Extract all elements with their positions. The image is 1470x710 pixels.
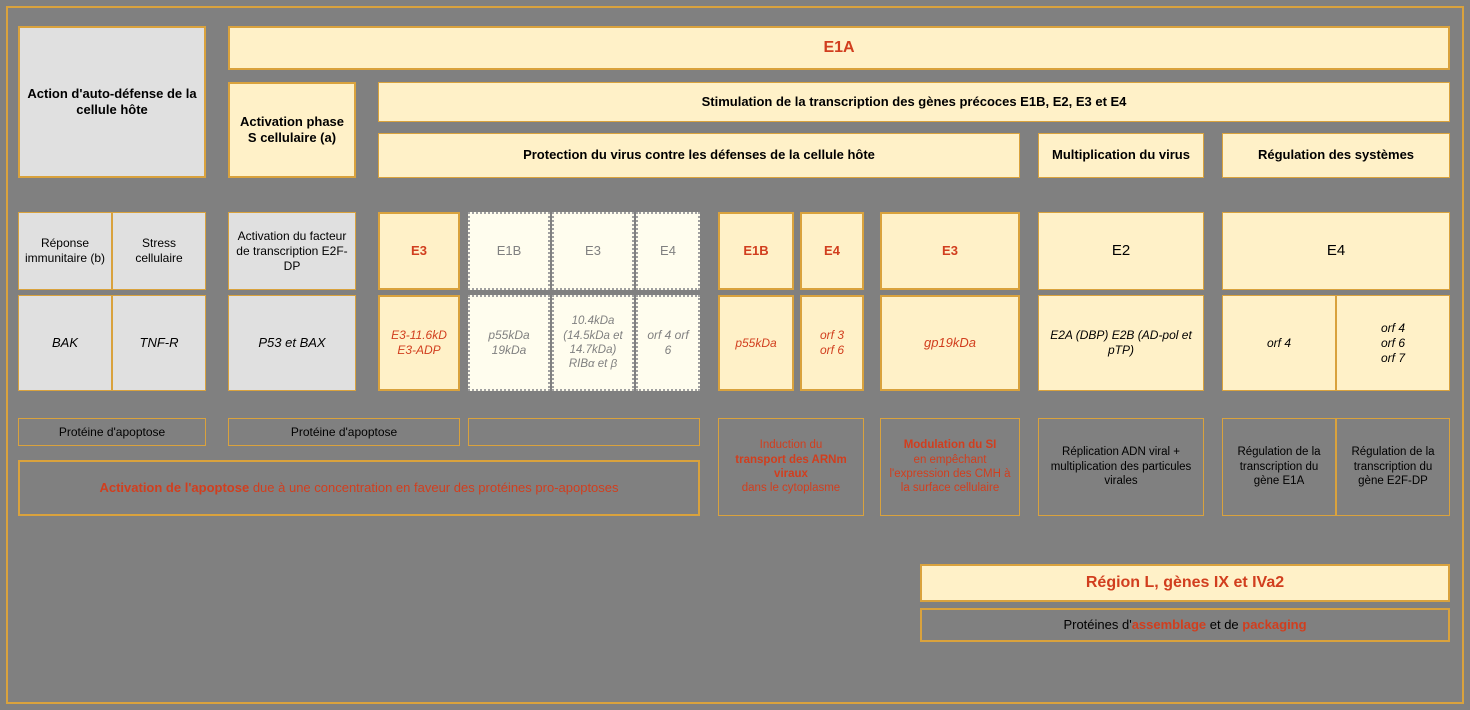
empty-grey-box: [468, 418, 700, 446]
gene-e4-text: E4: [1327, 242, 1345, 261]
e4-prod-b-text: orf 4 orf 6 orf 7: [1381, 321, 1405, 366]
regulation-text: Régulation des systèmes: [1258, 147, 1414, 163]
e4-prod-a-text: orf 4: [1267, 336, 1291, 351]
apoptosis-rest: due à une concentration en faveur des pr…: [249, 480, 618, 495]
e1a-header: E1A: [228, 26, 1450, 70]
regulation-e1a: Régulation de la transcription du gène E…: [1222, 418, 1336, 516]
assemblage-pre: Protéines d': [1063, 617, 1131, 632]
e1b-products-red: p55kDa: [718, 295, 794, 391]
viral-replication: Réplication ADN viral + multiplication d…: [1038, 418, 1204, 516]
e3-products-red: E3-11.6kD E3-ADP: [378, 295, 460, 391]
e2-products: E2A (DBP) E2B (AD-pol et pTP): [1038, 295, 1204, 391]
e4-products-grey: orf 4 orf 6: [636, 295, 700, 391]
assembly-packaging: Protéines d'assemblage et de packaging: [920, 608, 1450, 642]
immune-response: Réponse immunitaire (b): [18, 212, 112, 290]
e2f-dp-activation: Activation du facteur de transcription E…: [228, 212, 356, 290]
gene-e1b-grey: E1B: [468, 212, 550, 290]
tnfr: TNF-R: [112, 295, 206, 391]
gene-e4-red: E4: [800, 212, 864, 290]
si-l2: en empêchant l'expression des CMH à la s…: [887, 453, 1013, 496]
e4-g-prod-text: orf 4 orf 6: [644, 328, 692, 358]
e1b-products-grey: p55kDa 19kDa: [468, 295, 550, 391]
p53-bax: P53 et BAX: [228, 295, 356, 391]
region-l-title: Région L, gènes IX et IVa2: [1086, 573, 1284, 593]
multiplication-text: Multiplication du virus: [1052, 147, 1190, 163]
host-defense: Action d'auto-défense de la cellule hôte: [18, 26, 206, 178]
immune-text: Réponse immunitaire (b): [25, 236, 105, 266]
apopt1-text: Protéine d'apoptose: [59, 425, 165, 440]
e4-products-red: orf 3 orf 6: [800, 295, 864, 391]
e4-products-a: orf 4: [1222, 295, 1336, 391]
bak: BAK: [18, 295, 112, 391]
gene-e3-red: E3: [378, 212, 460, 290]
gene-e3-grey-text: E3: [585, 243, 601, 259]
host-defense-text: Action d'auto-défense de la cellule hôte: [26, 86, 198, 119]
gene-e3-grey: E3: [552, 212, 634, 290]
reg-e1a-text: Régulation de la transcription du gène E…: [1229, 445, 1329, 488]
gene-e1b-red-text: E1B: [743, 243, 768, 259]
e3-products-red2: gp19kDa: [880, 295, 1020, 391]
gene-e4-red-text: E4: [824, 243, 840, 259]
regulation-e2fdp: Régulation de la transcription du gène E…: [1336, 418, 1450, 516]
apoptosis-activation: Activation de l'apoptose due à une conce…: [18, 460, 700, 516]
si-modulation: Modulation du SI en empêchant l'expressi…: [880, 418, 1020, 516]
gene-e4: E4: [1222, 212, 1450, 290]
activation-phase-s-text: Activation phase S cellulaire (a): [236, 114, 348, 147]
e3-r2-prod-text: gp19kDa: [924, 335, 976, 351]
arnm-l1: Induction du: [760, 438, 823, 452]
gene-e3-red2: E3: [880, 212, 1020, 290]
tnfr-text: TNF-R: [140, 335, 179, 351]
gene-e2: E2: [1038, 212, 1204, 290]
si-l1: Modulation du SI: [904, 438, 997, 452]
gene-e1b-grey-text: E1B: [497, 243, 522, 259]
apoptosis-line: Activation de l'apoptose due à une conce…: [99, 480, 618, 496]
stress-text: Stress cellulaire: [119, 236, 199, 266]
apoptosis-bold: Activation de l'apoptose: [99, 480, 249, 495]
stimulation-title: Stimulation de la transcription des gène…: [702, 94, 1127, 110]
gene-e2-text: E2: [1112, 242, 1130, 261]
bak-text: BAK: [52, 335, 78, 351]
apoptosis-protein-2: Protéine d'apoptose: [228, 418, 460, 446]
protection-text: Protection du virus contre les défenses …: [523, 147, 875, 163]
e1a-title: E1A: [823, 38, 854, 58]
protection-header: Protection du virus contre les défenses …: [378, 133, 1020, 178]
e2-prod-text: E2A (DBP) E2B (AD-pol et pTP): [1045, 328, 1197, 358]
assemblage-b2: packaging: [1242, 617, 1306, 632]
e2fdp-text: Activation du facteur de transcription E…: [235, 229, 349, 274]
p53bax-text: P53 et BAX: [258, 335, 325, 351]
e1b-prod-text: p55kDa 19kDa: [476, 328, 542, 358]
arnm-l3: dans le cytoplasme: [742, 481, 840, 495]
gene-e4-grey-text: E4: [660, 243, 676, 259]
assemblage-b1: assemblage: [1132, 617, 1206, 632]
multiplication-header: Multiplication du virus: [1038, 133, 1204, 178]
e4-r-prod-text: orf 3 orf 6: [820, 328, 844, 358]
gene-e3-red-text: E3: [411, 243, 427, 259]
e4-products-b: orf 4 orf 6 orf 7: [1336, 295, 1450, 391]
region-l-header: Région L, gènes IX et IVa2: [920, 564, 1450, 602]
assemblage-mid: et de: [1206, 617, 1242, 632]
e1b-r-prod-text: p55kDa: [735, 336, 776, 351]
gene-e3-red2-text: E3: [942, 243, 958, 259]
reg-e2f-text: Régulation de la transcription du gène E…: [1343, 445, 1443, 488]
arnm-transport: Induction du transport des ARNm viraux d…: [718, 418, 864, 516]
gene-e4-grey: E4: [636, 212, 700, 290]
assembly-line: Protéines d'assemblage et de packaging: [1063, 617, 1306, 633]
e3-products-grey: 10.4kDa (14.5kDa et 14.7kDa) RIBα et β: [552, 295, 634, 391]
gene-e1b-red: E1B: [718, 212, 794, 290]
arnm-l2: transport des ARNm viraux: [725, 453, 857, 482]
e3-g-prod-text: 10.4kDa (14.5kDa et 14.7kDa) RIBα et β: [560, 314, 626, 372]
e3-prod-text: E3-11.6kD E3-ADP: [391, 328, 447, 358]
apopt2-text: Protéine d'apoptose: [291, 425, 397, 440]
regulation-header: Régulation des systèmes: [1222, 133, 1450, 178]
apoptosis-protein-1: Protéine d'apoptose: [18, 418, 206, 446]
repl-text: Réplication ADN viral + multiplication d…: [1045, 445, 1197, 488]
stimulation-header: Stimulation de la transcription des gène…: [378, 82, 1450, 122]
cell-stress: Stress cellulaire: [112, 212, 206, 290]
activation-phase-s: Activation phase S cellulaire (a): [228, 82, 356, 178]
